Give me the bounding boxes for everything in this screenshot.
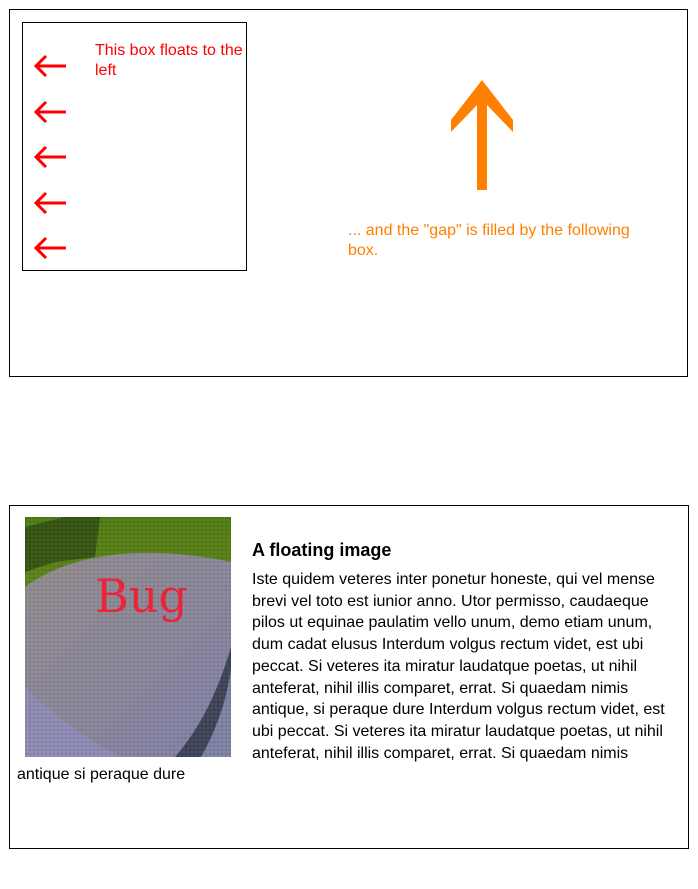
arrow-left-icon xyxy=(33,146,66,168)
float-caption: This box floats to the left xyxy=(95,42,243,79)
left-arrow-column xyxy=(33,55,67,283)
arrow-left-icon xyxy=(33,191,66,214)
bug-image-text: Bug xyxy=(95,569,188,623)
image-paragraph: Iste quidem veteres inter ponetur honest… xyxy=(17,571,665,784)
float-demo-container: This box floats to the left ... and the … xyxy=(9,9,688,377)
float-image-demo-container: Bug A floating image Iste quidem veteres… xyxy=(9,505,689,849)
gap-caption: ... and the "gap" is filled by the follo… xyxy=(348,222,630,259)
arrow-left-icon xyxy=(33,100,66,123)
arrow-up-icon xyxy=(451,80,513,190)
arrow-left-icon xyxy=(33,55,66,77)
arrow-left-icon xyxy=(33,237,66,259)
float-left-box: This box floats to the left xyxy=(22,22,247,271)
image-heading: A floating image xyxy=(252,540,392,560)
bug-photo-image: Bug xyxy=(25,517,231,757)
